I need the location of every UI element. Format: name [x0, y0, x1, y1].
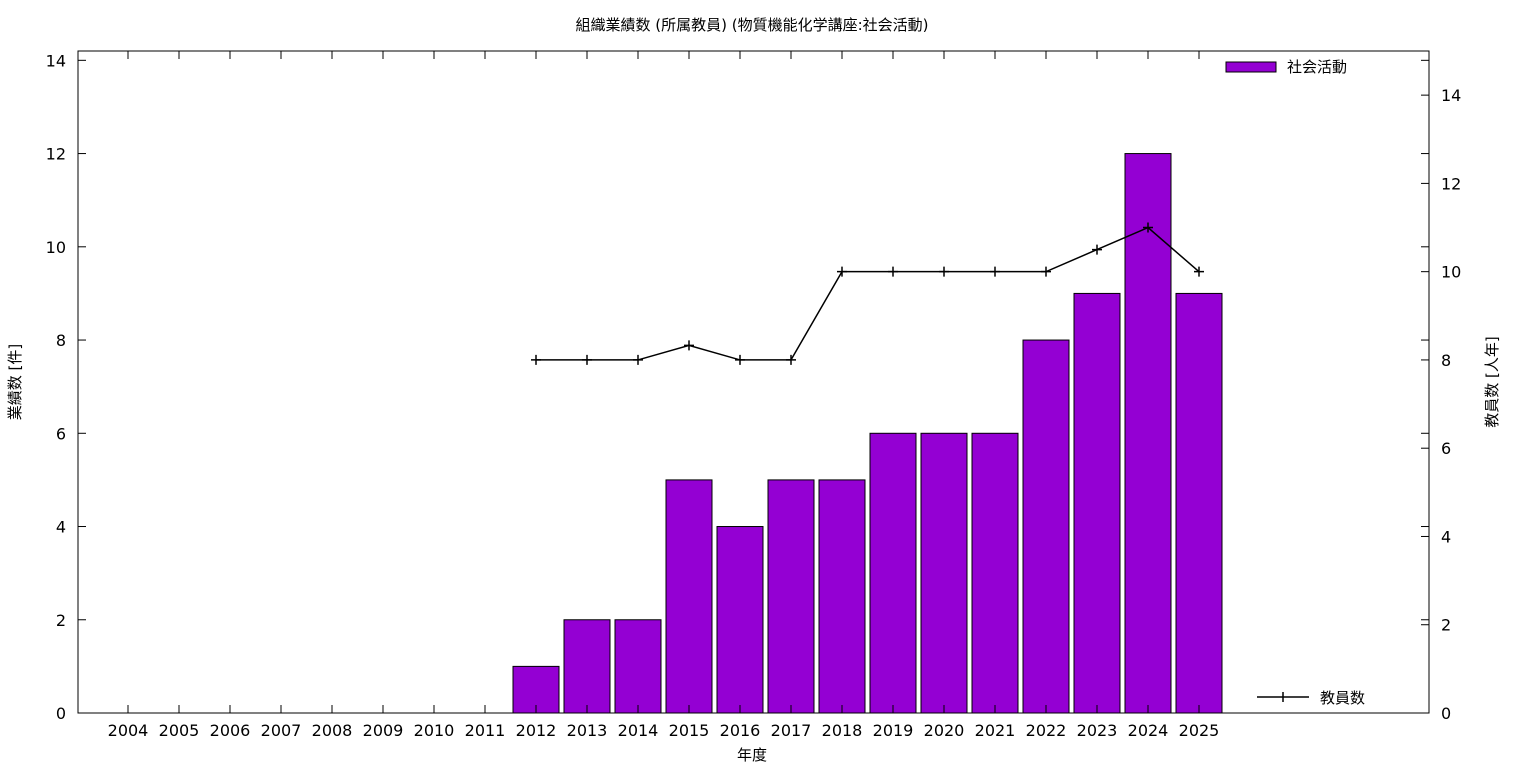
x-axis: 2004 2005 2006 2007 2008 2009 2010 2011 2012 2013…: [108, 51, 1220, 740]
line-point-2014: [633, 354, 643, 365]
line-point-2016: [735, 354, 745, 365]
y2-tick-label-4: 4: [1441, 527, 1451, 546]
line-path: [536, 226, 1200, 361]
legend-bars: 社会活動: [1225, 58, 1347, 76]
line-point-2025: [1194, 266, 1204, 277]
line-series: [531, 222, 1204, 365]
y2-tick-label-14: 14: [1441, 86, 1461, 105]
y-tick-label-14: 14: [46, 51, 66, 70]
bar-2023: [1073, 292, 1121, 714]
y2-tick-label-2: 2: [1441, 616, 1451, 635]
y-tick-label-6: 6: [56, 424, 66, 443]
x-tick-label-2007: 2007: [261, 721, 302, 740]
x-tick-label-2018: 2018: [822, 721, 863, 740]
y2-tick-label-0: 0: [1441, 704, 1451, 723]
y-tick-label-10: 10: [46, 238, 66, 257]
chart-title: 組織業績数 (所属教員) (物質機能化学講座:社会活動): [575, 16, 928, 34]
y2-tick-label-12: 12: [1441, 174, 1461, 193]
y-tick-label-2: 2: [56, 611, 66, 630]
line-point-2012: [531, 354, 541, 365]
bar-2025: [1175, 292, 1223, 714]
x-tick-label-2022: 2022: [1026, 721, 1067, 740]
x-tick-label-2017: 2017: [771, 721, 812, 740]
x-tick-label-2013: 2013: [567, 721, 608, 740]
x-tick-label-2005: 2005: [159, 721, 200, 740]
bar-2013: [563, 619, 611, 714]
y-axis-right: 0 2 4 6 8 10 12 14: [1421, 86, 1461, 723]
x-tick-label-2014: 2014: [618, 721, 659, 740]
x-tick-label-2024: 2024: [1128, 721, 1169, 740]
line-point-2019: [888, 266, 898, 277]
legend-bar-swatch: [1225, 61, 1277, 73]
line-point-2023: [1092, 244, 1102, 255]
line-point-2013: [582, 354, 592, 365]
bar-2016: [716, 526, 764, 714]
bar-2014: [614, 619, 662, 714]
bar-2017: [767, 479, 815, 714]
y-tick-label-0: 0: [56, 704, 66, 723]
x-tick-label-2019: 2019: [873, 721, 914, 740]
y-tick-label-12: 12: [46, 145, 66, 164]
line-point-2021: [990, 266, 1000, 277]
y-tick-label-4: 4: [56, 518, 66, 537]
y2-tick-label-6: 6: [1441, 439, 1451, 458]
legend-bar-label: 社会活動: [1287, 58, 1347, 76]
x-tick-label-2010: 2010: [414, 721, 455, 740]
bar-2019: [869, 432, 917, 714]
x-tick-label-2025: 2025: [1179, 721, 1220, 740]
x-tick-label-2008: 2008: [312, 721, 353, 740]
x-tick-label-2015: 2015: [669, 721, 710, 740]
legend-line: 教員数: [1257, 689, 1365, 707]
line-point-2020: [939, 266, 949, 277]
x-tick-label-2012: 2012: [516, 721, 557, 740]
y2-axis-label: 教員数 [人年]: [1483, 336, 1501, 427]
x-axis-label: 年度: [737, 746, 767, 764]
line-point-2015: [684, 340, 694, 351]
x-tick-label-2009: 2009: [363, 721, 404, 740]
x-tick-label-2006: 2006: [210, 721, 251, 740]
bar-2024: [1124, 153, 1172, 714]
x-tick-label-2016: 2016: [720, 721, 761, 740]
x-tick-label-2004: 2004: [108, 721, 149, 740]
legend-line-label: 教員数: [1320, 689, 1365, 707]
x-tick-label-2011: 2011: [465, 721, 506, 740]
bar-2022: [1022, 339, 1070, 714]
bar-2020: [920, 432, 968, 714]
bar-series: [512, 153, 1223, 714]
y2-tick-label-8: 8: [1441, 351, 1451, 370]
y-tick-label-8: 8: [56, 331, 66, 350]
y-axis-label: 業績数 [件]: [6, 344, 24, 420]
line-point-2022: [1041, 266, 1051, 277]
x-tick-label-2021: 2021: [975, 721, 1016, 740]
line-point-2018: [837, 266, 847, 277]
line-point-2017: [786, 354, 796, 365]
x-tick-label-2020: 2020: [924, 721, 965, 740]
bar-2018: [818, 479, 866, 714]
y2-tick-label-10: 10: [1441, 263, 1461, 282]
x-tick-label-2023: 2023: [1077, 721, 1118, 740]
bar-2015: [665, 479, 713, 714]
y-axis-left: 0 2 4 6 8 10 12 14: [46, 51, 1429, 723]
line-point-2024: [1143, 222, 1153, 233]
bar-2021: [971, 432, 1019, 714]
